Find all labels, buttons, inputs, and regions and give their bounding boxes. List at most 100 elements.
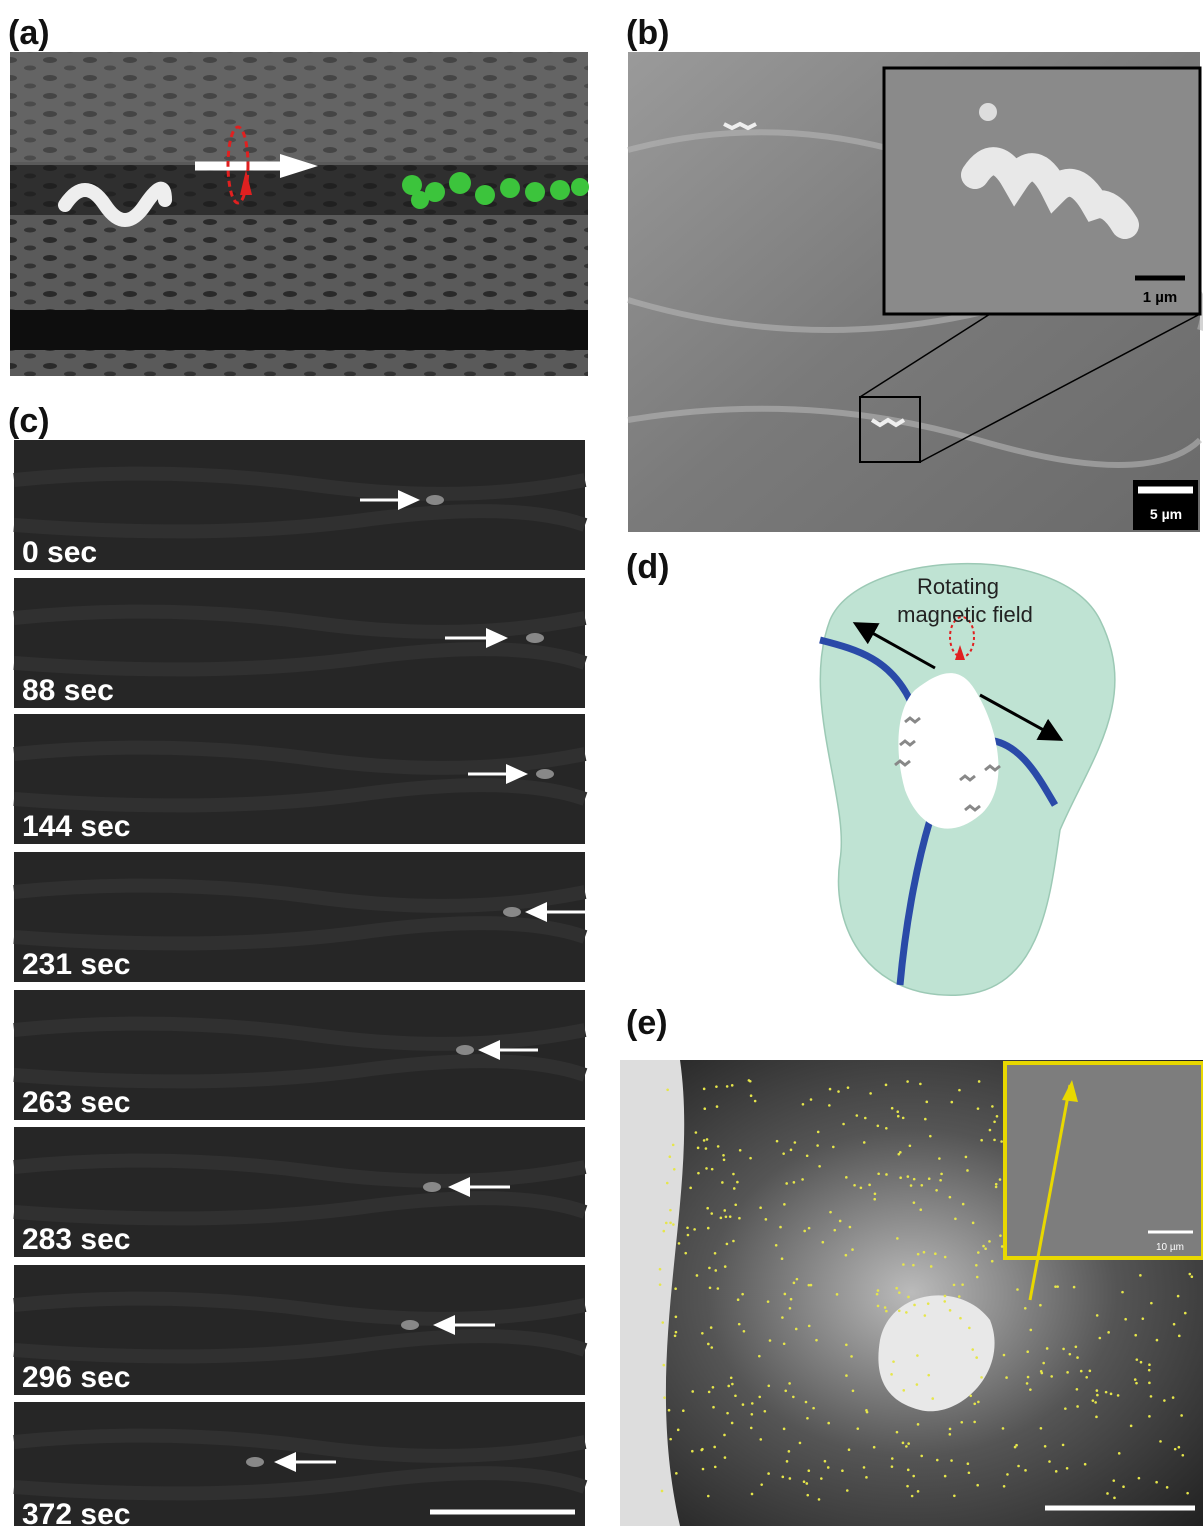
- particle: [817, 1131, 820, 1134]
- particle: [944, 1475, 947, 1478]
- robot-spot: [426, 495, 444, 505]
- particle: [977, 1401, 980, 1404]
- particle: [749, 1157, 752, 1160]
- particle: [1135, 1382, 1138, 1385]
- particle: [885, 1173, 888, 1176]
- particle: [849, 1226, 852, 1229]
- particle: [1124, 1318, 1127, 1321]
- particle: [931, 1397, 934, 1400]
- particle: [877, 1289, 880, 1292]
- particle: [669, 1221, 672, 1224]
- particle: [714, 1252, 717, 1255]
- particle: [976, 1276, 979, 1279]
- particle: [672, 1144, 675, 1147]
- particle: [913, 1304, 916, 1307]
- particle: [975, 1356, 978, 1359]
- particle: [803, 1230, 806, 1233]
- particle: [829, 1088, 832, 1091]
- particle: [1064, 1407, 1067, 1410]
- particle: [909, 1144, 912, 1147]
- particle: [689, 1187, 692, 1190]
- particle: [1069, 1353, 1072, 1356]
- particle: [1173, 1323, 1176, 1326]
- particle: [1181, 1454, 1184, 1457]
- particle: [864, 1117, 867, 1120]
- particle: [1148, 1415, 1151, 1418]
- particle: [1026, 1350, 1029, 1353]
- particle: [663, 1364, 666, 1367]
- panel-label: (a): [8, 14, 50, 52]
- particle: [1174, 1448, 1177, 1451]
- particle: [781, 1316, 784, 1319]
- particle: [759, 1206, 762, 1209]
- particle: [682, 1409, 685, 1412]
- particle: [892, 1360, 895, 1363]
- particle: [659, 1283, 662, 1286]
- particle: [943, 1300, 946, 1303]
- particle: [1096, 1389, 1099, 1392]
- particle: [732, 1173, 735, 1176]
- particle: [1099, 1337, 1102, 1340]
- particle: [988, 1240, 991, 1243]
- particle: [972, 1222, 975, 1225]
- particle: [832, 1146, 835, 1149]
- particle: [906, 1485, 909, 1488]
- particle: [1095, 1416, 1098, 1419]
- particle: [913, 1201, 916, 1204]
- particle: [953, 1494, 956, 1497]
- particle: [1044, 1445, 1047, 1448]
- particle: [751, 1493, 754, 1496]
- particle: [1112, 1479, 1115, 1482]
- particle: [917, 1253, 920, 1256]
- particle: [906, 1080, 909, 1083]
- robot-spot: [246, 1457, 264, 1467]
- particle: [781, 1257, 784, 1260]
- robot-spot: [401, 1320, 419, 1330]
- particle: [675, 1315, 678, 1318]
- particle: [701, 1332, 704, 1335]
- particle: [706, 1207, 709, 1210]
- annotation: Rotating: [917, 574, 999, 599]
- particle: [818, 1165, 821, 1168]
- particle: [1076, 1356, 1079, 1359]
- particle: [672, 1223, 675, 1226]
- particle: [669, 1209, 672, 1212]
- figure: (a) (b) 1 µm 5 µm (c) 0 sec88 sec144 sec…: [0, 0, 1203, 1526]
- particle: [929, 1135, 932, 1138]
- particle: [812, 1407, 815, 1410]
- particle: [810, 1098, 813, 1101]
- particle: [705, 1167, 708, 1170]
- particle: [975, 1264, 978, 1267]
- particle: [726, 1412, 729, 1415]
- particle: [920, 1455, 923, 1458]
- particle: [847, 1086, 850, 1089]
- particle: [1122, 1485, 1125, 1488]
- particle: [1055, 1470, 1058, 1473]
- particle: [927, 1374, 930, 1377]
- particle: [779, 1226, 782, 1229]
- particle: [734, 1394, 737, 1397]
- particle: [1003, 1354, 1006, 1357]
- particle: [902, 1263, 905, 1266]
- particle: [962, 1203, 965, 1206]
- particle: [944, 1256, 947, 1259]
- particle: [727, 1385, 730, 1388]
- particle: [1006, 1473, 1009, 1476]
- particle: [691, 1450, 694, 1453]
- particle: [1002, 1427, 1005, 1430]
- particle: [993, 1139, 996, 1142]
- particle: [891, 1107, 894, 1110]
- particle: [971, 1348, 974, 1351]
- particle: [935, 1189, 938, 1192]
- particle: [833, 1229, 836, 1232]
- particle: [877, 1125, 880, 1128]
- particle: [765, 1218, 768, 1221]
- particle: [806, 1417, 809, 1420]
- particle: [693, 1228, 696, 1231]
- particle: [944, 1295, 947, 1298]
- time-label: 88 sec: [22, 674, 114, 707]
- particle: [666, 1088, 669, 1091]
- time-label: 231 sec: [22, 948, 130, 981]
- particle: [738, 1217, 741, 1220]
- particle: [764, 1410, 767, 1413]
